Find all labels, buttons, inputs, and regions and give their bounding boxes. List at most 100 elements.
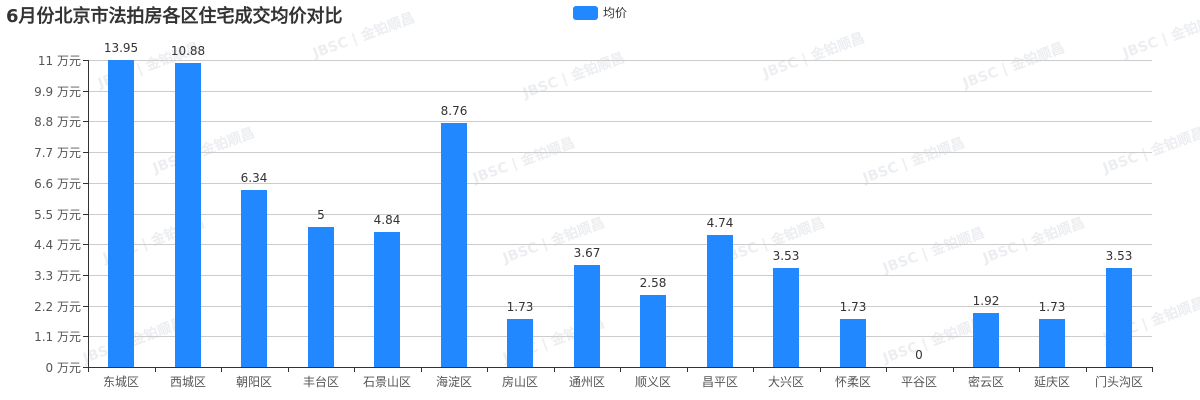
y-tick [83, 60, 88, 61]
bar-value-label: 6.34 [240, 171, 268, 185]
bar-value-label: 0 [915, 348, 923, 362]
bar-value-label: 1.73 [839, 300, 867, 314]
gridline [88, 91, 1152, 92]
watermark: JBSC | 金铂顺昌 [880, 225, 987, 277]
x-tick [886, 367, 887, 372]
watermark: JBSC | 金铂顺昌 [960, 40, 1067, 92]
bar-value-label: 4.84 [373, 213, 401, 227]
gridline [88, 121, 1152, 122]
gridline [88, 275, 1152, 276]
x-tick [620, 367, 621, 372]
x-tick [753, 367, 754, 372]
y-axis [88, 60, 89, 368]
y-axis-label: 2.2 万元 [34, 300, 81, 314]
bar-10[interactable] [773, 268, 799, 367]
x-tick [953, 367, 954, 372]
x-tick [687, 367, 688, 372]
y-tick [83, 244, 88, 245]
y-tick [83, 91, 88, 92]
watermark: JBSC | 金铂顺昌 [860, 135, 967, 187]
x-axis-label: 石景山区 [362, 375, 411, 389]
bar-2[interactable] [241, 190, 267, 367]
y-axis-label: 4.4 万元 [34, 238, 81, 252]
x-axis-label: 门头沟区 [1094, 375, 1143, 389]
watermark: JBSC | 金铂顺昌 [520, 50, 627, 102]
bar-value-label: 1.73 [506, 300, 534, 314]
bar-15[interactable] [1106, 268, 1132, 367]
y-axis-label: 6.6 万元 [34, 177, 81, 191]
watermark: JBSC | 金铂顺昌 [1100, 125, 1200, 177]
legend-label: 均价 [603, 6, 628, 20]
bar-0[interactable] [108, 60, 134, 367]
y-tick [83, 214, 88, 215]
x-tick [288, 367, 289, 372]
bar-7[interactable] [574, 265, 600, 367]
watermark: JBSC | 金铂顺昌 [980, 215, 1087, 267]
x-tick [554, 367, 555, 372]
y-axis-label: 8.8 万元 [34, 115, 81, 129]
y-tick [83, 367, 88, 368]
x-tick [221, 367, 222, 372]
legend[interactable]: 均价 [573, 4, 627, 21]
x-axis-label: 海淀区 [435, 375, 472, 389]
x-axis-label: 怀柔区 [834, 375, 871, 389]
x-axis-label: 昌平区 [701, 375, 738, 389]
bar-value-label: 10.88 [170, 44, 206, 58]
y-axis-label: 9.9 万元 [34, 85, 81, 99]
x-tick [421, 367, 422, 372]
watermark: JBSC | 金铂顺昌 [310, 10, 417, 62]
x-tick [487, 367, 488, 372]
bar-value-label: 1.92 [972, 294, 1000, 308]
x-tick [820, 367, 821, 372]
y-axis-label: 1.1 万元 [34, 330, 81, 344]
y-axis-label: 5.5 万元 [34, 208, 81, 222]
x-tick [354, 367, 355, 372]
watermark: JBSC | 金铂顺昌 [470, 135, 577, 187]
bar-value-label: 3.67 [573, 246, 601, 260]
x-axis-label: 房山区 [501, 375, 538, 389]
gridline [88, 214, 1152, 215]
x-tick [1019, 367, 1020, 372]
x-tick [88, 367, 89, 372]
bar-value-label: 5 [317, 208, 325, 222]
gridline [88, 152, 1152, 153]
bar-11[interactable] [840, 319, 866, 367]
gridline [88, 244, 1152, 245]
bar-value-label: 3.53 [1105, 249, 1133, 263]
bar-8[interactable] [640, 295, 666, 367]
gridline [88, 336, 1152, 337]
bar-3[interactable] [308, 227, 334, 367]
bar-14[interactable] [1039, 319, 1065, 367]
y-tick [83, 306, 88, 307]
y-axis-label: 11 万元 [37, 54, 81, 68]
gridline [88, 60, 1152, 61]
y-axis-label: 3.3 万元 [34, 269, 81, 283]
x-axis-label: 大兴区 [767, 375, 804, 389]
x-axis-label: 丰台区 [302, 375, 339, 389]
watermark: JBSC | 金铂顺昌 [760, 30, 867, 82]
bar-9[interactable] [707, 235, 733, 367]
bar-4[interactable] [374, 232, 400, 367]
bar-value-label: 8.76 [440, 104, 468, 118]
y-axis-label: 0 万元 [45, 361, 81, 375]
y-tick [83, 152, 88, 153]
bar-5[interactable] [441, 123, 467, 367]
x-axis-label: 延庆区 [1033, 375, 1070, 389]
bar-6[interactable] [507, 319, 533, 367]
x-axis-label: 朝阳区 [235, 375, 272, 389]
bar-value-label: 13.95 [103, 41, 139, 55]
bar-1[interactable] [175, 63, 201, 367]
x-axis-label: 平谷区 [900, 375, 937, 389]
x-tick [1086, 367, 1087, 372]
x-axis-label: 通州区 [568, 375, 605, 389]
watermark: JBSC | 金铂顺昌 [1120, 10, 1200, 62]
gridline [88, 306, 1152, 307]
x-axis-label: 密云区 [967, 375, 1004, 389]
bar-value-label: 2.58 [639, 276, 667, 290]
y-tick [83, 275, 88, 276]
legend-swatch-icon [573, 5, 598, 20]
bar-value-label: 1.73 [1038, 300, 1066, 314]
bar-13[interactable] [973, 313, 999, 367]
chart-title: 6月份北京市法拍房各区住宅成交均价对比 [6, 6, 343, 27]
